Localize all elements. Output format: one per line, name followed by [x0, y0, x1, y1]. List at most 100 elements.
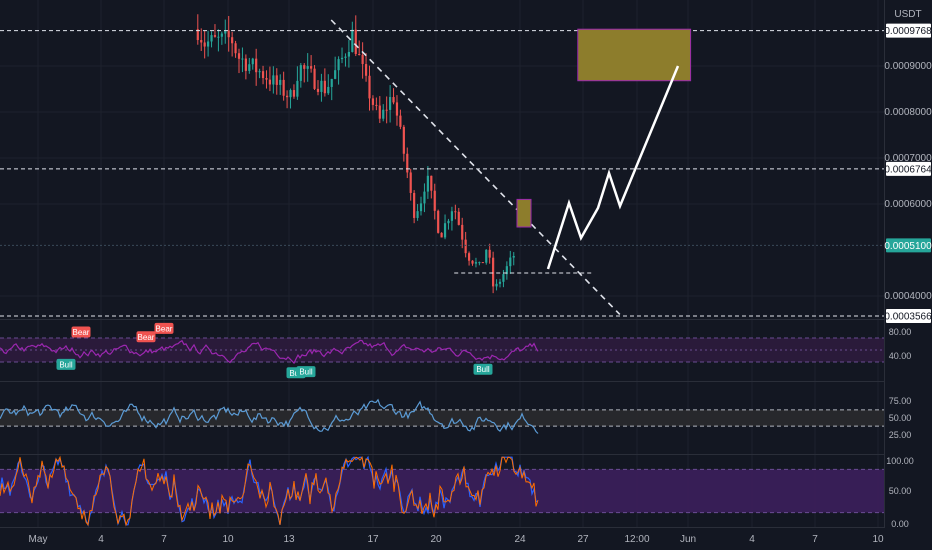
indicator-line[interactable]: [0, 398, 539, 434]
candle-body: [261, 71, 265, 79]
candle-body: [419, 203, 423, 212]
candle-body: [430, 175, 433, 191]
candle-body: [285, 95, 289, 98]
time-tick: 12:00: [624, 534, 649, 545]
candle-body: [220, 33, 223, 37]
time-tick: 10: [222, 534, 234, 545]
candle-body: [210, 35, 213, 42]
bear-label-bg: [71, 326, 91, 338]
projection-path[interactable]: [546, 65, 680, 270]
bull-label-bg: [473, 363, 493, 375]
time-tick: 10: [872, 534, 884, 545]
indicator-band: [0, 409, 884, 427]
indicator-tick: 50.00: [889, 413, 912, 423]
candle-body: [213, 35, 217, 37]
candle-body: [344, 56, 347, 58]
time-tick: Jun: [680, 534, 696, 545]
candle-body: [450, 211, 454, 221]
target-zone[interactable]: [577, 28, 692, 82]
candle-body: [265, 78, 268, 80]
indicator-tick: 25.00: [889, 430, 912, 440]
indicator-line[interactable]: [0, 339, 539, 365]
stochastic-pane[interactable]: [0, 455, 884, 527]
indicator-tick: 100.00: [886, 456, 914, 466]
indicator-tick: 75.00: [889, 396, 912, 406]
candle-body: [279, 79, 282, 85]
indicator-signal-line[interactable]: [0, 455, 539, 527]
bear-label-bg: [154, 322, 174, 334]
candle-body: [268, 79, 272, 85]
candle-body: [402, 126, 405, 154]
candle-body: [292, 90, 296, 97]
bull-label: Bull: [59, 360, 73, 369]
time-axis[interactable]: May 4 7 10 13 17 20 24 27 12:00 Jun 4 7 10: [0, 528, 932, 550]
candle-body: [255, 58, 258, 73]
time-tick: 17: [367, 534, 379, 545]
candle-body: [368, 75, 371, 99]
bear-label-bg: [136, 331, 156, 343]
candle-body: [512, 256, 515, 258]
candle-body: [492, 257, 495, 287]
level-price-tag[interactable]: [886, 23, 931, 38]
candle-body: [488, 249, 491, 258]
candle-body: [392, 97, 395, 103]
candle-body: [443, 223, 447, 238]
candle-body: [196, 29, 199, 41]
level-price-tag[interactable]: [886, 308, 931, 323]
candle-body: [289, 90, 292, 98]
small-zone[interactable]: [516, 198, 532, 228]
candle-body: [502, 274, 505, 282]
indicator-tick: 40.00: [889, 351, 912, 361]
candle-body: [464, 239, 467, 254]
candle-body: [306, 66, 309, 69]
current-price-tag[interactable]: [886, 238, 931, 253]
candle-body: [389, 97, 392, 110]
candle-body: [457, 211, 460, 225]
candle-body: [310, 66, 313, 69]
indicator-tick: 0.00: [891, 519, 909, 529]
candle-body: [426, 175, 429, 192]
candle-body: [409, 172, 412, 193]
candle-body: [382, 109, 385, 119]
candle-body: [505, 266, 508, 275]
price-tick: 0.0007000: [884, 153, 932, 164]
candle-body: [399, 115, 402, 127]
candle-body: [471, 260, 474, 264]
candle-body: [330, 78, 333, 87]
candle-body: [467, 253, 471, 261]
price-pane[interactable]: [196, 14, 515, 294]
candle-body: [454, 211, 457, 213]
candle-body: [275, 75, 278, 85]
trendline[interactable]: [330, 19, 621, 315]
price-axis[interactable]: 0.0009000 0.0008000 0.0007000 0.0006000 0.00…: [884, 0, 932, 550]
candle-body: [323, 80, 326, 94]
candle-body: [478, 262, 481, 264]
price-axis-bg: [885, 0, 932, 550]
currency-label: USDT: [894, 9, 921, 20]
candle-body: [320, 80, 323, 92]
candle-body: [203, 42, 206, 47]
candle-body: [423, 191, 426, 204]
candle-body: [316, 88, 320, 92]
time-tick: 4: [749, 534, 755, 545]
candle-body: [364, 64, 368, 76]
candle-body: [296, 80, 299, 97]
drawings-layer[interactable]: [0, 19, 884, 317]
oscillator-pane[interactable]: [0, 398, 884, 434]
candle-body: [227, 30, 230, 38]
candle-body: [272, 75, 275, 85]
indicator-tick: 80.00: [889, 327, 912, 337]
candle-body: [327, 86, 330, 94]
candle-body: [313, 68, 316, 89]
candle-body: [217, 36, 220, 38]
bear-label: Bear: [138, 333, 155, 342]
bull-label: Bull: [476, 365, 490, 374]
current-price-label: 0.0005100: [884, 241, 932, 252]
time-tick: 27: [577, 534, 589, 545]
level-price-tag[interactable]: [886, 161, 931, 176]
price-tick: 0.0004000: [884, 291, 932, 302]
